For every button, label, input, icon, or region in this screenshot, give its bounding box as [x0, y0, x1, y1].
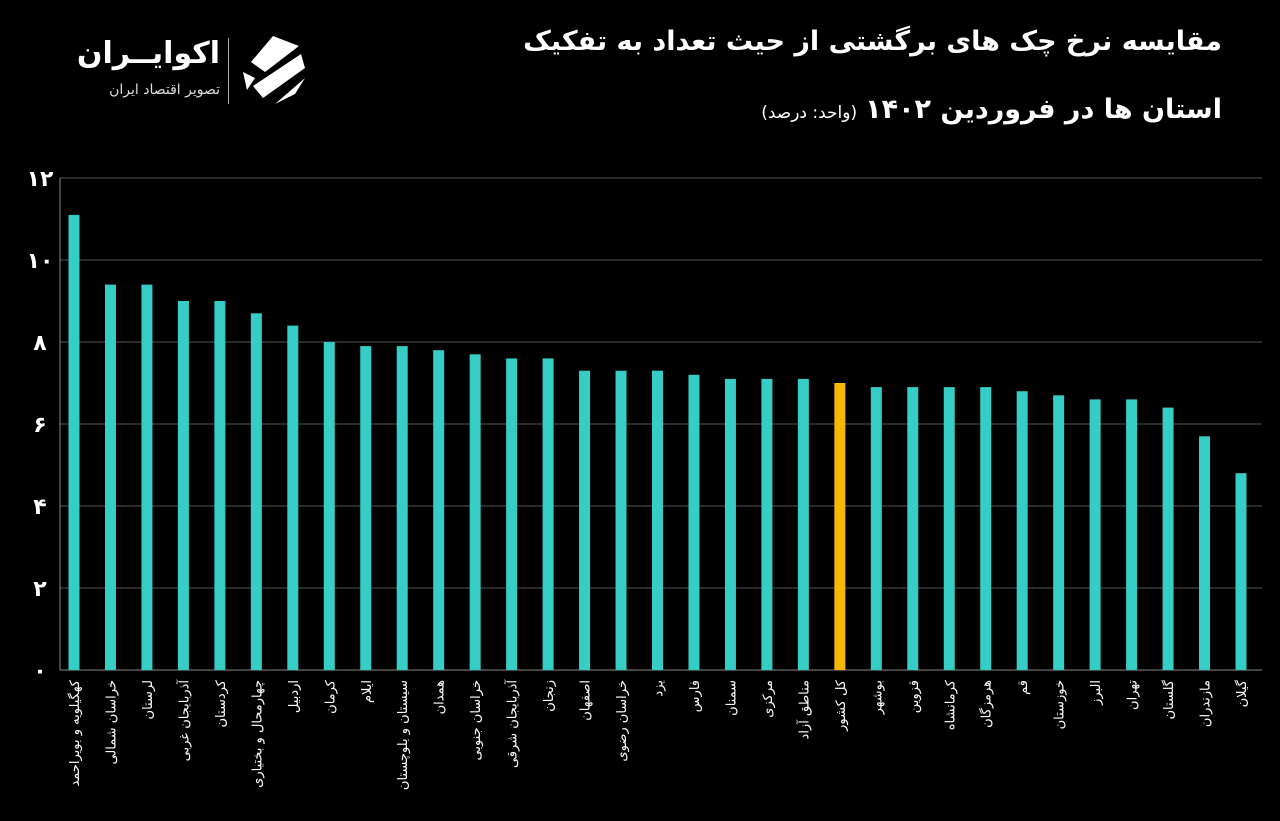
x-tick-label: خراسان شمالی [104, 680, 119, 765]
y-tick-label: ۱۲ [27, 167, 54, 192]
x-tick-label: مازندران [1199, 680, 1214, 727]
logo-tagline: تصویر اقتصاد ایران [109, 82, 220, 98]
x-tick-label: کرمانشاه [943, 679, 958, 730]
x-tick-label: هرمزگان [979, 680, 995, 728]
bar [68, 214, 80, 670]
x-tick-label: سیستان و بلوچستان [396, 680, 411, 790]
x-tick-label: خراسان جنوبی [469, 680, 484, 760]
bar [1126, 399, 1138, 670]
x-tick-label: آذربایجان غربی [175, 679, 192, 762]
x-tick-label: مرکزی [761, 680, 776, 718]
y-tick-label: ۲ [33, 577, 47, 602]
logo-divider [228, 38, 229, 104]
x-tick-label: خراسان رضوی [615, 680, 630, 762]
x-tick-label: البرز [1089, 680, 1104, 706]
bar [579, 370, 591, 670]
x-tick-label: گلستان [1161, 679, 1177, 719]
x-tick-label: قزوین [907, 680, 922, 713]
x-tick-label: لرستان [141, 680, 156, 719]
x-tick-label: اصفهان [579, 680, 594, 721]
logo-name: اکوایــران [76, 36, 220, 71]
bar [1199, 436, 1211, 670]
x-tick-label: قم [1016, 680, 1031, 695]
bar [615, 370, 627, 670]
x-tick-label: ایلام [360, 680, 375, 703]
bar [688, 374, 700, 670]
bar [542, 358, 554, 670]
bar [652, 370, 663, 670]
bar [1235, 473, 1247, 670]
unit-label: (واحد: درصد) [761, 103, 858, 123]
chart-title-line2: استان ها در فروردین ۱۴۰۲ (واحد: درصد) [761, 94, 1222, 125]
x-tick-label: فارس [688, 680, 703, 712]
bar [287, 325, 299, 670]
bar [1162, 407, 1174, 670]
bar [104, 284, 116, 670]
x-tick-label: تهران [1126, 680, 1141, 710]
x-tick-label: سمنان [724, 680, 739, 716]
bar [1016, 391, 1028, 670]
x-tick-label: کرمان [323, 679, 338, 714]
logo: اکوایــران تصویر اقتصاد ایران [50, 30, 310, 110]
bar [724, 378, 736, 670]
bar [250, 313, 262, 670]
x-tick-label: خوزستان [1053, 680, 1068, 729]
bar [834, 383, 846, 670]
x-tick-label: مناطق آزاد [795, 680, 812, 739]
bar [980, 387, 992, 670]
x-tick-label: همدان [433, 680, 448, 714]
chart-title-line1: مقایسه نرخ چک های برگشتی از حیث تعداد به… [523, 26, 1222, 57]
bar [214, 301, 226, 670]
bar [943, 387, 955, 670]
x-tick-label: زنجان [542, 680, 557, 712]
x-tick-label: گیلان [1234, 679, 1250, 707]
x-tick-label: بوشهر [870, 680, 885, 715]
logo-mark-icon [243, 36, 305, 104]
x-tick-label: کل کشور [834, 679, 849, 732]
x-tick-label: اردبیل [287, 680, 302, 713]
x-tick-label: کردستان [214, 679, 229, 727]
bar [177, 301, 189, 670]
x-tick-label: کهگیلویه و بویراحمد [67, 679, 83, 786]
y-tick-label: ۰ [33, 659, 46, 684]
x-tick-label: آذربایجان شرقی [504, 679, 521, 768]
bar [907, 387, 919, 670]
bar [1089, 399, 1101, 670]
y-tick-label: ۴ [33, 495, 46, 520]
y-tick-label: ۶ [33, 413, 46, 438]
bar [870, 387, 882, 670]
y-tick-label: ۱۰ [27, 249, 54, 274]
y-tick-label: ۸ [33, 331, 47, 356]
bar [506, 358, 518, 670]
bar [396, 346, 408, 670]
bar [797, 378, 809, 670]
bar [141, 284, 153, 670]
bar [469, 354, 481, 670]
chart-title-text: استان ها در فروردین ۱۴۰۲ [865, 94, 1222, 125]
bar [1053, 395, 1065, 670]
bar [360, 346, 372, 670]
bar [761, 378, 773, 670]
bar [323, 342, 335, 670]
x-tick-label: یزد [652, 680, 667, 697]
x-tick-label: چهارمحال و بختیاری [250, 680, 265, 788]
bar [433, 350, 445, 670]
